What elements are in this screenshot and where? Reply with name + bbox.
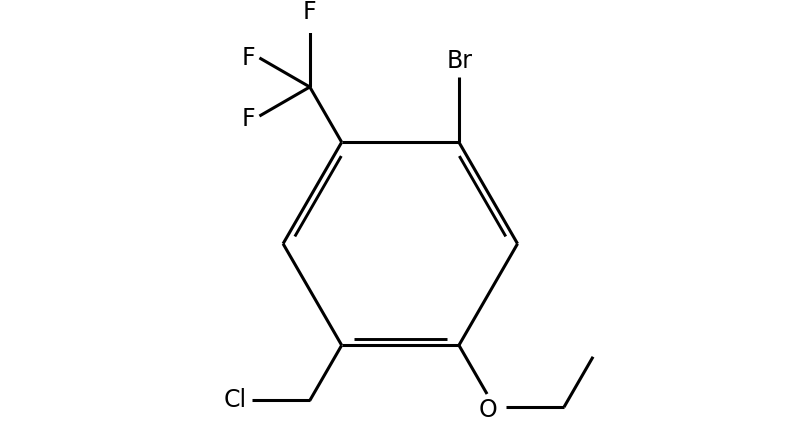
Text: F: F [241, 107, 255, 131]
Text: Br: Br [447, 49, 473, 73]
Text: F: F [303, 0, 317, 24]
Text: O: O [479, 398, 497, 422]
Text: F: F [241, 46, 255, 70]
Text: Cl: Cl [224, 389, 247, 412]
